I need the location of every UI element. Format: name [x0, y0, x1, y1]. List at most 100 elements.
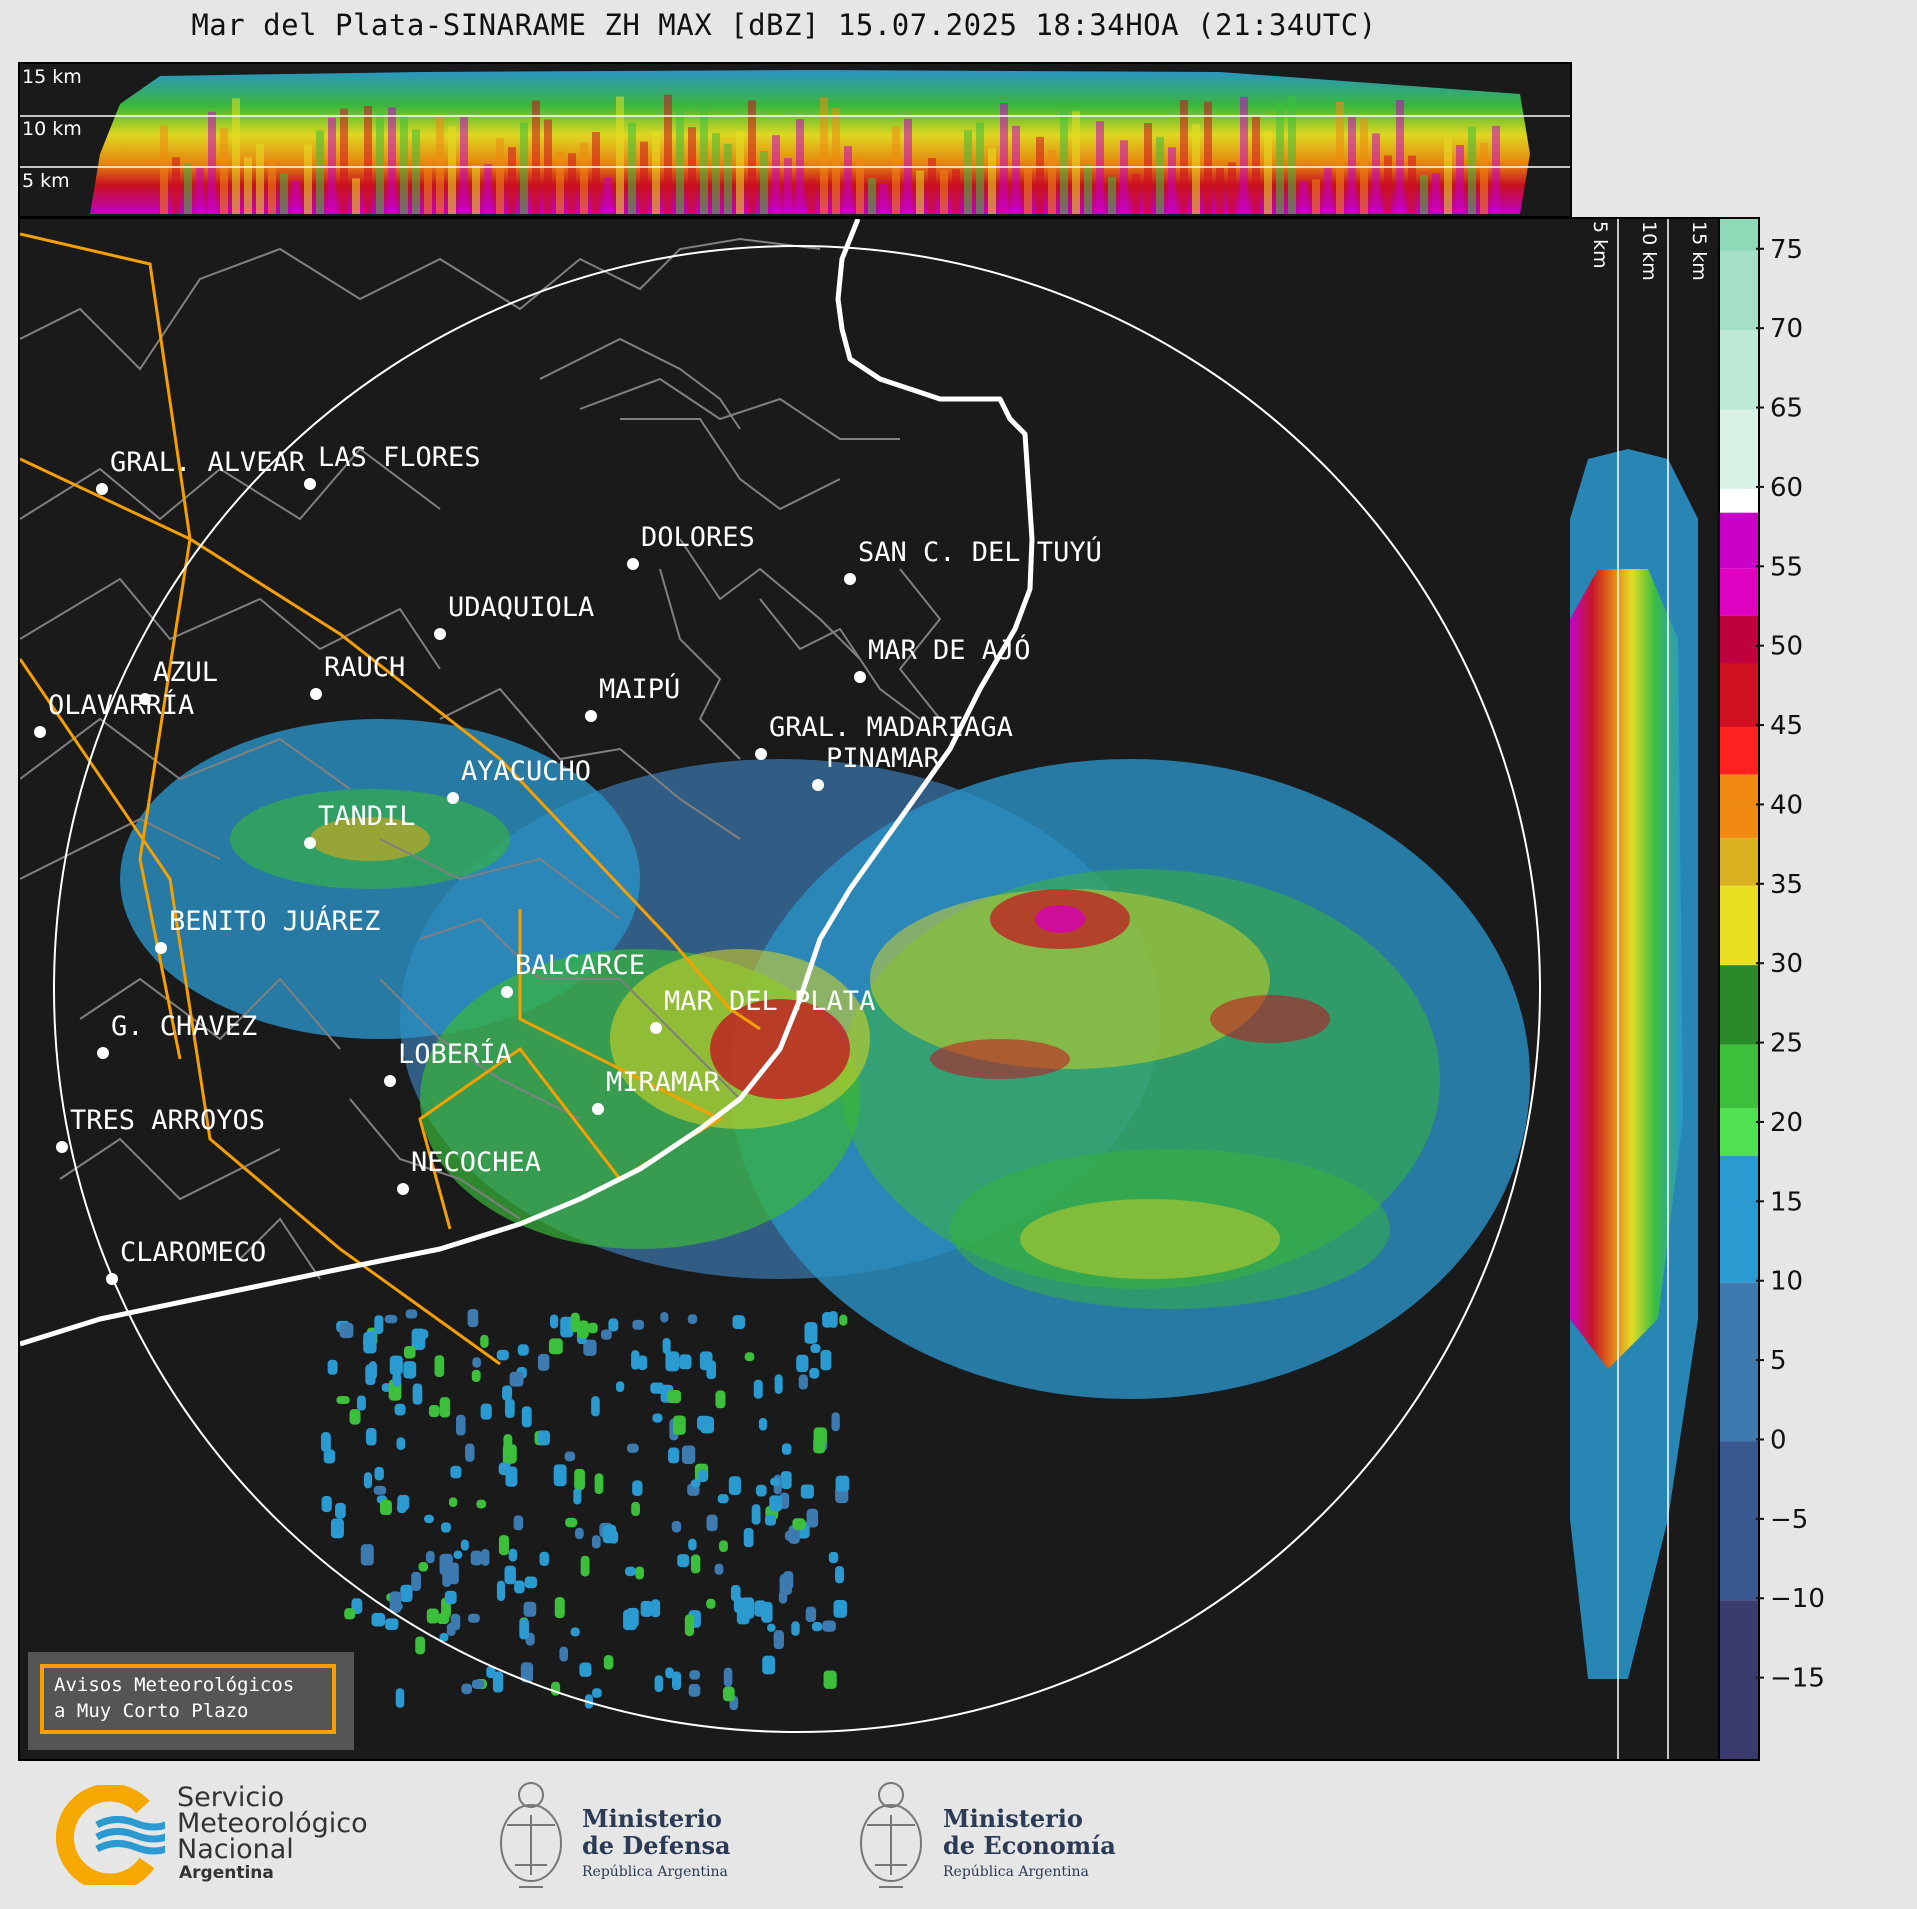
- city-marker[interactable]: [155, 942, 167, 954]
- echo-cell: [809, 1367, 820, 1379]
- profile-column: [1000, 103, 1008, 214]
- city-marker[interactable]: [106, 1273, 118, 1285]
- echo-cell: [476, 1499, 487, 1509]
- city-marker[interactable]: [812, 779, 824, 791]
- echo-cell: [719, 1540, 728, 1553]
- echo-cell: [549, 1314, 559, 1329]
- profile-column: [820, 96, 828, 214]
- city-label: MAR DEL PLATA: [664, 986, 875, 1017]
- echo-cell: [762, 1655, 776, 1675]
- city-marker[interactable]: [592, 1103, 604, 1115]
- profile-column: [1324, 166, 1332, 214]
- city-marker[interactable]: [304, 837, 316, 849]
- echo-cell: [804, 1322, 818, 1344]
- profile-column: [184, 163, 192, 214]
- echo-cell: [363, 1331, 377, 1354]
- colorbar-band: [1720, 838, 1758, 886]
- echo-cell: [626, 1607, 639, 1628]
- smn-line1: Servicio: [177, 1782, 285, 1813]
- echo-cell: [385, 1618, 399, 1631]
- profile-column: [1060, 109, 1068, 214]
- dbz-colorbar: [1718, 217, 1760, 1761]
- city-marker[interactable]: [627, 558, 639, 570]
- city-marker[interactable]: [304, 478, 316, 490]
- city-marker[interactable]: [139, 693, 151, 705]
- echo-cell: [823, 1670, 837, 1689]
- profile-column: [688, 127, 696, 214]
- echo-cell: [523, 1601, 537, 1617]
- echo-cell: [504, 1565, 516, 1585]
- profile-column: [1252, 116, 1260, 214]
- echo-cell: [580, 1555, 590, 1577]
- city-marker[interactable]: [650, 1022, 662, 1034]
- city-marker[interactable]: [97, 1047, 109, 1059]
- profile-column: [748, 100, 756, 214]
- echo-cell: [722, 1686, 735, 1702]
- profile-column: [352, 178, 360, 214]
- city-marker[interactable]: [854, 671, 866, 683]
- radar-map[interactable]: GRAL. ALVEAR LAS FLORES DOLORES SAN C. DEL …: [18, 217, 1570, 1761]
- echo-cell: [502, 1444, 517, 1464]
- profile-column: [496, 138, 504, 214]
- echo-cell: [591, 1535, 601, 1549]
- echo-cell: [330, 1518, 344, 1539]
- profile-column: [172, 157, 180, 214]
- city-marker[interactable]: [310, 688, 322, 700]
- echo-cell: [467, 1613, 480, 1623]
- city-marker[interactable]: [434, 628, 446, 640]
- profile-column: [472, 165, 480, 214]
- profile-column: [436, 114, 444, 214]
- echo-cell: [679, 1354, 692, 1370]
- profile-column: [1276, 102, 1284, 214]
- city-marker[interactable]: [585, 710, 597, 722]
- echo-cell: [519, 1618, 529, 1640]
- echo-cell: [662, 1338, 671, 1355]
- city-marker[interactable]: [96, 483, 108, 495]
- echo-cell: [637, 1355, 648, 1371]
- city-marker[interactable]: [447, 792, 459, 804]
- city-marker[interactable]: [34, 726, 46, 738]
- profile-column: [892, 126, 900, 214]
- height-label-15km: 15 km: [22, 66, 82, 88]
- city-marker[interactable]: [755, 748, 767, 760]
- city-marker[interactable]: [844, 573, 856, 585]
- echo-cell: [504, 1398, 515, 1418]
- echo-cell: [450, 1465, 462, 1479]
- echo-cell: [706, 1514, 718, 1532]
- profile-column: [628, 122, 636, 214]
- echo-cell: [403, 1345, 416, 1359]
- profile-column: [1372, 133, 1380, 214]
- echo-cell: [470, 1550, 482, 1566]
- city-marker[interactable]: [397, 1183, 409, 1195]
- city-marker[interactable]: [56, 1141, 68, 1153]
- profile-column: [412, 129, 420, 214]
- echo-cell: [631, 1501, 640, 1517]
- colorbar-tick-label: 40: [1770, 790, 1803, 820]
- echo-cell: [498, 1535, 509, 1556]
- colorbar-band: [1720, 727, 1758, 775]
- admin-borders: [20, 237, 942, 1280]
- profile-column: [1024, 168, 1032, 214]
- profile-column: [1456, 144, 1464, 214]
- profile-column: [760, 150, 768, 214]
- echo-cell: [723, 1667, 733, 1687]
- economia-line1: Ministerio: [943, 1804, 1083, 1833]
- radar-title: Mar del Plata-SINARAME ZH MAX [dBZ] 15.0…: [191, 8, 1377, 42]
- echo-cell: [796, 1354, 809, 1373]
- city-label: BALCARCE: [515, 950, 645, 981]
- echo-cell: [559, 1646, 569, 1662]
- defensa-seal: [495, 1775, 567, 1895]
- echo-cell: [548, 1338, 563, 1355]
- city-label: BENITO JUÁREZ: [169, 905, 380, 937]
- echo-cell: [755, 1484, 767, 1497]
- city-marker[interactable]: [384, 1075, 396, 1087]
- city-label: PINAMAR: [826, 743, 941, 774]
- profile-column: [1468, 126, 1476, 214]
- echo-cell: [626, 1443, 639, 1453]
- height-label-10km: 10 km: [22, 118, 82, 140]
- profile-column: [832, 108, 840, 214]
- echo-cell: [434, 1355, 445, 1378]
- defensa-line2: de Defensa: [582, 1831, 731, 1860]
- colorbar-band: [1720, 1155, 1758, 1283]
- city-marker[interactable]: [501, 986, 513, 998]
